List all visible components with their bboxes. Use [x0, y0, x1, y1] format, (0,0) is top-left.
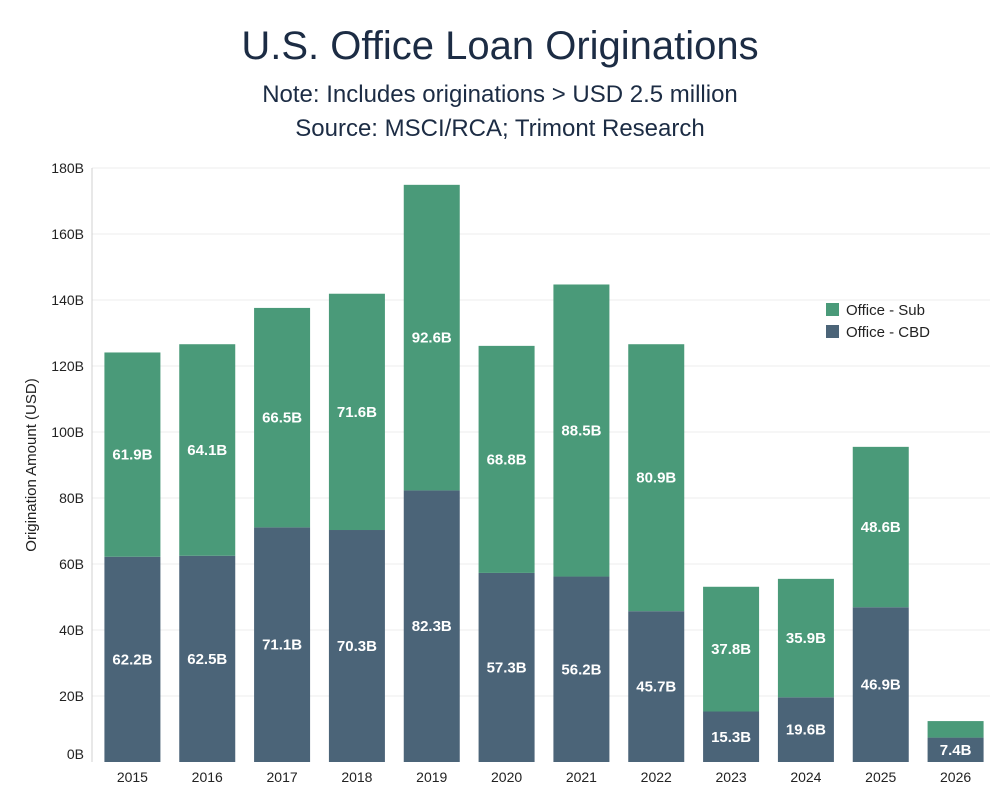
bars: 62.2B 61.9B 62.5B 64.1B 71.1B 66.5B 70.3B 71.6B…	[104, 184, 984, 762]
data-label: 61.9B	[112, 447, 152, 464]
bar-sub-2020[interactable]	[478, 345, 535, 573]
data-label: 68.8B	[487, 451, 527, 468]
data-label: 88.5B	[561, 423, 601, 440]
data-label: 7.4B	[940, 742, 972, 759]
data-label: 82.3B	[412, 618, 452, 635]
legend: Office - Sub Office - CBD	[826, 302, 930, 341]
bar-cbd-2022[interactable]	[628, 611, 685, 762]
data-label: 92.6B	[412, 330, 452, 347]
bar-sub-2022[interactable]	[628, 344, 685, 612]
bar-sub-2017[interactable]	[254, 307, 311, 528]
y-tick-label: 180B	[51, 160, 84, 176]
data-label: 62.5B	[187, 651, 227, 668]
x-tick-label: 2018	[341, 769, 372, 785]
chart-source: Source: MSCI/RCA; Trimont Research	[295, 115, 705, 142]
y-tick-label: 140B	[51, 292, 84, 308]
y-tick-label: 40B	[59, 622, 84, 638]
y-tick-label: 120B	[51, 358, 84, 374]
x-tick-label: 2026	[940, 769, 971, 785]
data-label: 48.6B	[861, 519, 901, 536]
x-tick-label: 2024	[790, 769, 821, 785]
x-tick-label: 2021	[566, 769, 597, 785]
bar-cbd-2018[interactable]	[328, 530, 385, 762]
legend-swatch	[826, 325, 839, 338]
x-tick-label: 2017	[267, 769, 298, 785]
bar-cbd-2023[interactable]	[703, 711, 760, 762]
y-tick-label: 20B	[59, 688, 84, 704]
y-tick-label: 80B	[59, 490, 84, 506]
data-label: 37.8B	[711, 641, 751, 658]
data-label: 64.1B	[187, 442, 227, 459]
data-label: 19.6B	[786, 722, 826, 739]
y-tick-label: 100B	[51, 424, 84, 440]
bar-sub-2018[interactable]	[328, 293, 385, 531]
x-tick-label: 2016	[192, 769, 223, 785]
data-label: 66.5B	[262, 410, 302, 427]
data-label: 46.9B	[861, 677, 901, 694]
x-tick-label: 2015	[117, 769, 148, 785]
bar-cbd-2021[interactable]	[553, 576, 610, 762]
y-tick-label: 0B	[67, 746, 84, 762]
x-tick-label: 2022	[641, 769, 672, 785]
bar-cbd-2019[interactable]	[403, 490, 460, 762]
data-label: 35.9B	[786, 630, 826, 647]
x-tick-label: 2023	[716, 769, 747, 785]
y-tick-label: 60B	[59, 556, 84, 572]
bar-sub-2025[interactable]	[852, 446, 909, 608]
data-label: 71.6B	[337, 404, 377, 421]
bar-sub-2026[interactable]	[927, 721, 984, 738]
data-label: 62.2B	[112, 651, 152, 668]
x-tick-label: 2025	[865, 769, 896, 785]
data-label: 71.1B	[262, 637, 302, 654]
bar-cbd-2025[interactable]	[852, 607, 909, 762]
data-label: 45.7B	[636, 679, 676, 696]
bar-cbd-2017[interactable]	[254, 527, 311, 762]
data-label: 80.9B	[636, 470, 676, 487]
bar-sub-2016[interactable]	[179, 344, 236, 556]
data-label: 70.3B	[337, 638, 377, 655]
bar-sub-2015[interactable]	[104, 352, 161, 557]
legend-swatch	[826, 303, 839, 316]
bar-cbd-2024[interactable]	[777, 697, 834, 762]
data-label: 56.2B	[561, 661, 601, 678]
legend-label: Office - Sub	[846, 302, 925, 319]
bar-cbd-2020[interactable]	[478, 572, 535, 762]
legend-label: Office - CBD	[846, 324, 930, 341]
x-tick-label: 2020	[491, 769, 522, 785]
bar-sub-2019[interactable]	[403, 184, 460, 491]
y-axis-title: Origination Amount (USD)	[23, 378, 40, 551]
bar-sub-2023[interactable]	[703, 586, 760, 712]
bar-cbd-2016[interactable]	[179, 555, 236, 762]
bar-sub-2021[interactable]	[553, 284, 610, 577]
y-gridlines	[92, 167, 990, 697]
x-tick-label: 2019	[416, 769, 447, 785]
data-label: 15.3B	[711, 729, 751, 746]
bar-cbd-2026[interactable]	[927, 737, 984, 762]
data-label: 57.3B	[487, 659, 527, 676]
y-tick-label: 160B	[51, 226, 84, 242]
bar-sub-2024[interactable]	[777, 578, 834, 698]
bar-cbd-2015[interactable]	[104, 556, 161, 762]
chart-title: U.S. Office Loan Originations	[241, 24, 759, 68]
chart-note: Note: Includes originations > USD 2.5 mi…	[262, 81, 738, 108]
